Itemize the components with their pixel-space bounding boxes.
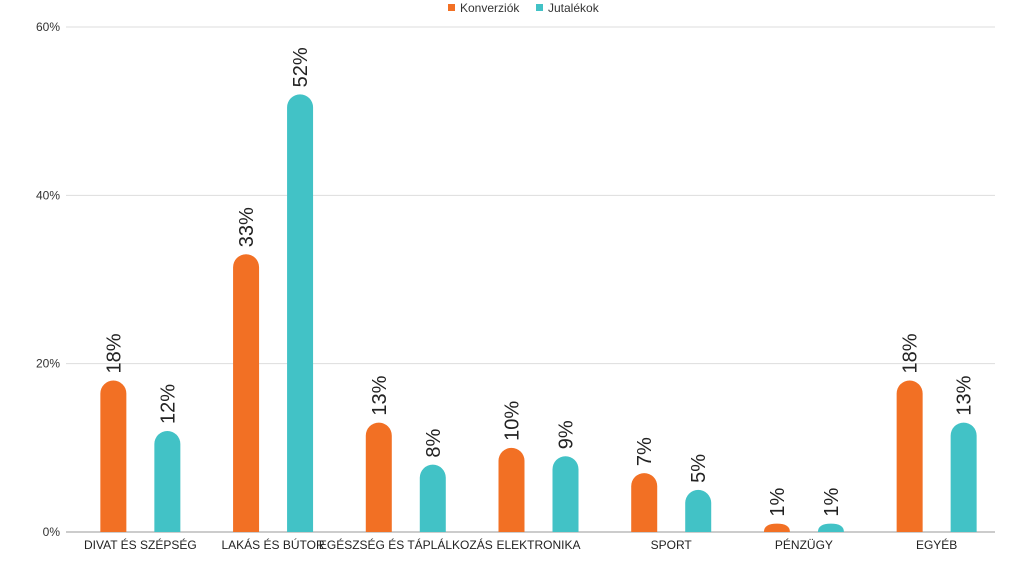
bar-jutalekok [685, 489, 712, 532]
data-label: 13% [954, 375, 976, 415]
y-axis: 0% 20% 40% 60% [36, 20, 60, 539]
legend-swatch-konverziok [448, 4, 455, 11]
y-tick-label: 40% [36, 188, 60, 202]
bar-konverziok [763, 523, 790, 532]
data-label: 18% [900, 333, 922, 373]
legend-swatch-jutalekok [536, 4, 543, 11]
data-label: 12% [157, 384, 179, 424]
bar-jutalekok [419, 464, 446, 532]
data-label: 7% [634, 437, 656, 466]
bar-konverziok [896, 380, 923, 532]
data-labels: 18% 12% 33% 52% 13% 8% 10% 9% 7% 5% 1% 1% 18% 13% [103, 47, 975, 516]
data-label: 1% [821, 487, 843, 516]
data-label: 5% [688, 454, 710, 483]
bar-jutalekok [552, 456, 579, 532]
data-label: 10% [502, 401, 524, 441]
bar-konverziok [100, 380, 127, 532]
data-label: 18% [103, 333, 125, 373]
y-tick-label: 20% [36, 357, 60, 371]
bar-jutalekok [154, 431, 181, 532]
y-tick-label: 60% [36, 20, 60, 34]
x-tick-label: ELEKTRONIKA [496, 538, 580, 552]
data-label: 9% [556, 420, 578, 449]
data-label: 8% [423, 429, 445, 458]
x-tick-label: LAKÁS ÉS BÚTOR [221, 537, 324, 552]
bar-jutalekok [287, 94, 314, 532]
bar-jutalekok [817, 523, 844, 532]
x-tick-label: SPORT [651, 538, 693, 552]
bar-konverziok [365, 422, 392, 532]
data-label: 33% [236, 207, 258, 247]
data-label: 52% [290, 47, 312, 87]
x-tick-label: DIVAT ÉS SZÉPSÉG [84, 537, 197, 552]
bar-konverziok [631, 473, 658, 532]
y-tick-label: 0% [43, 525, 61, 539]
legend-label-konverziok: Konverziók [460, 1, 520, 15]
data-label: 13% [369, 375, 391, 415]
bar-jutalekok [950, 422, 977, 532]
legend-label-jutalekok: Jutalékok [548, 1, 600, 15]
gridlines [66, 26, 995, 533]
x-tick-label: EGÉSZSÉG ÉS TÁPLÁLKOZÁS [319, 537, 493, 552]
data-label: 1% [767, 487, 789, 516]
bar-konverziok [233, 254, 260, 533]
x-tick-label: PÉNZÜGY [775, 537, 833, 552]
x-tick-label: EGYÉB [916, 537, 957, 552]
bar-konverziok [498, 447, 525, 532]
bars [100, 94, 977, 533]
legend: Konverziók Jutalékok [448, 1, 600, 15]
